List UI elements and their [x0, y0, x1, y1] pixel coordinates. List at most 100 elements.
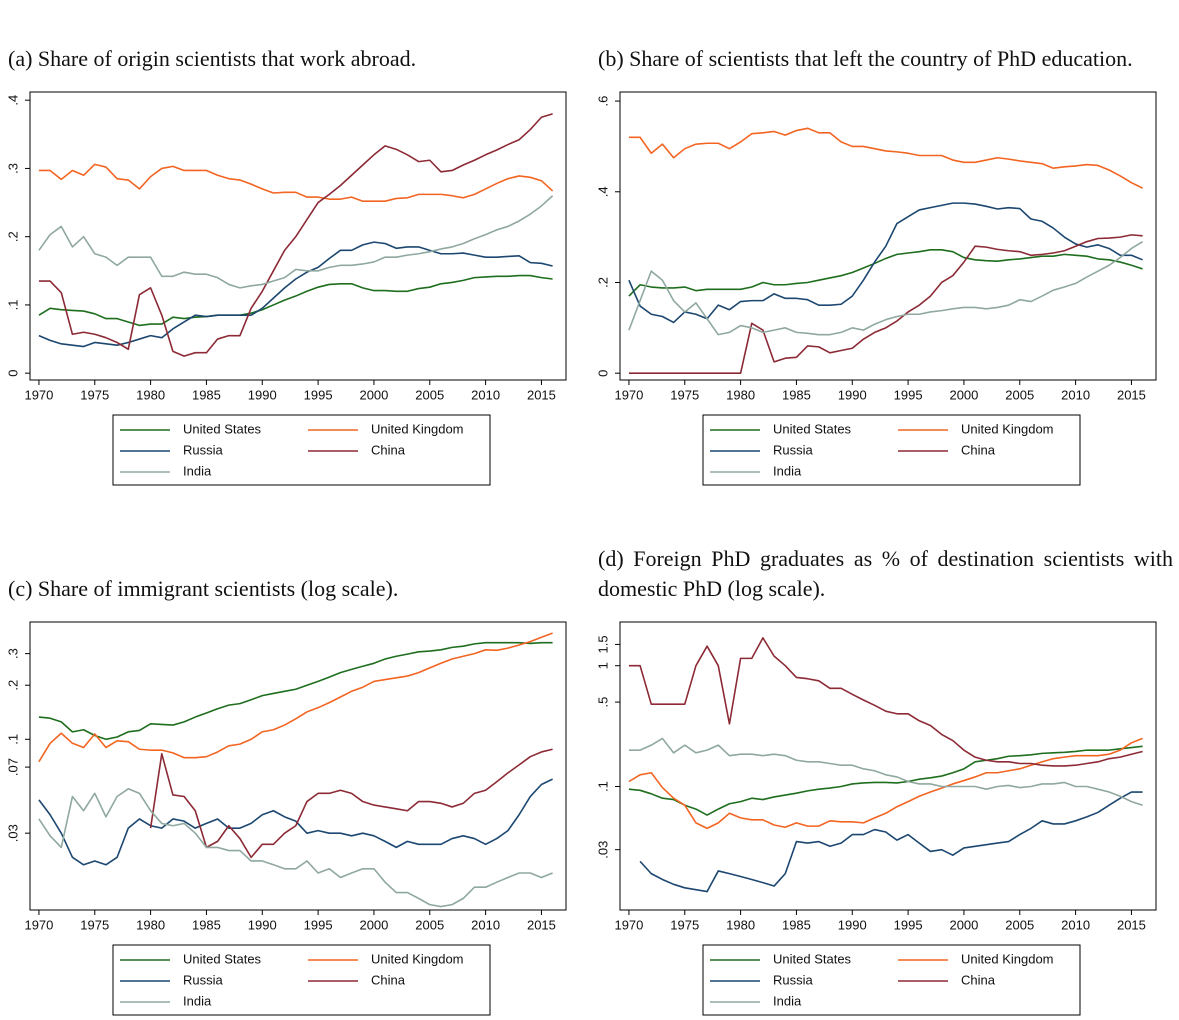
y-tick-label: 1.5 [595, 635, 610, 653]
series-line [628, 249, 1143, 297]
legend-label: India [773, 993, 802, 1008]
legend-label: India [183, 463, 212, 478]
series-line [639, 791, 1143, 893]
legend-label: China [371, 442, 406, 457]
x-tick-label: 2010 [1061, 917, 1090, 932]
x-tick-label: 2000 [949, 387, 978, 402]
x-tick-label: 1970 [614, 387, 643, 402]
x-tick-label: 1995 [894, 387, 923, 402]
series-line [628, 234, 1143, 374]
y-tick-label: .03 [5, 824, 20, 842]
legend-label: India [183, 993, 212, 1008]
series-line [38, 113, 553, 357]
x-tick-label: 2005 [1005, 387, 1034, 402]
x-tick-label: 2005 [415, 917, 444, 932]
legend-label: United Kingdom [371, 421, 464, 436]
legend-label: India [773, 463, 802, 478]
caption-text: (d) Foreign PhD graduates as % of destin… [598, 546, 1173, 601]
x-tick-label: 1975 [80, 917, 109, 932]
legend-label: United States [183, 421, 262, 436]
x-tick-label: 2005 [415, 387, 444, 402]
series-line [38, 787, 553, 908]
x-tick-label: 2015 [1117, 387, 1146, 402]
legend-label: United Kingdom [371, 951, 464, 966]
legend-label: Russia [773, 972, 814, 987]
y-tick-label: 0 [5, 370, 20, 377]
y-tick-label: 1 [595, 662, 610, 669]
x-tick-label: 1990 [838, 917, 867, 932]
series-line [628, 745, 1143, 816]
plot-frame [29, 621, 567, 911]
x-tick-label: 1970 [614, 917, 643, 932]
y-tick-label: 0 [595, 370, 610, 377]
x-tick-label: 1970 [24, 387, 53, 402]
legend-label: United States [773, 421, 852, 436]
x-tick-label: 1990 [838, 387, 867, 402]
caption-text: (c) Share of immigrant scientists (log s… [8, 576, 399, 601]
y-tick-label: .3 [5, 163, 20, 174]
y-tick-label: .2 [5, 231, 20, 242]
x-tick-label: 1990 [248, 917, 277, 932]
series-line [628, 127, 1143, 189]
plot-frame [29, 91, 567, 381]
y-tick-label: .03 [595, 841, 610, 859]
y-tick-label: .4 [595, 186, 610, 197]
x-tick-label: 2010 [471, 387, 500, 402]
caption: (c) Share of immigrant scientists (log s… [8, 510, 583, 604]
legend-label: United Kingdom [961, 421, 1054, 436]
series-line [38, 632, 553, 763]
series-line [38, 778, 553, 866]
x-tick-label: 1995 [894, 917, 923, 932]
y-tick-label: .2 [5, 680, 20, 691]
legend-label: Russia [773, 442, 814, 457]
legend-label: United States [183, 951, 262, 966]
chart: 0 .2 .4 .6 1970 1975 1980 1985 1990 1995 2000 2005 2… [595, 91, 1157, 486]
legend-box [112, 414, 491, 486]
series-line [38, 274, 553, 327]
series-line [38, 163, 554, 202]
x-tick-label: 1980 [136, 917, 165, 932]
x-tick-label: 1985 [782, 387, 811, 402]
y-tick-label: .3 [5, 648, 20, 659]
x-tick-label: 2015 [527, 917, 556, 932]
x-tick-label: 2010 [471, 917, 500, 932]
y-tick-label: .1 [595, 781, 610, 792]
caption-text: (a) Share of origin scientists that work… [8, 46, 417, 71]
caption: (a) Share of origin scientists that work… [8, 0, 583, 74]
x-tick-label: 1985 [192, 387, 221, 402]
series-line [628, 737, 1143, 806]
caption: (d) Foreign PhD graduates as % of destin… [598, 510, 1173, 604]
series-line [628, 637, 1143, 767]
legend-label: China [961, 972, 996, 987]
legend-box [702, 944, 1081, 1016]
y-tick-label: .6 [595, 96, 610, 107]
chart: .03 .07 .1 .2 .3 1970 1975 1980 1985 1990 1995 2000… [5, 621, 567, 1016]
x-tick-label: 2005 [1005, 917, 1034, 932]
y-tick-label: .5 [595, 697, 610, 708]
plot-frame [619, 91, 1157, 381]
series-line [38, 641, 553, 741]
series-line [149, 748, 553, 859]
chart: 0 .1 .2 .3 .4 1970 1975 1980 1985 1990 1995 2000 200… [5, 91, 567, 486]
x-tick-label: 2015 [527, 387, 556, 402]
x-tick-label: 2010 [1061, 387, 1090, 402]
x-tick-label: 1995 [304, 917, 333, 932]
panel: (c) Share of immigrant scientists (log s… [0, 510, 589, 1017]
y-tick-label: .1 [5, 300, 20, 311]
legend-label: China [961, 442, 996, 457]
y-tick-label: .1 [5, 734, 20, 745]
legend-box [112, 944, 491, 1016]
legend-label: United States [773, 951, 852, 966]
series-line [38, 241, 553, 348]
chart: .03 .1 .5 1 1.5 1970 1975 1980 1985 1990 1995 2000 2… [595, 621, 1157, 1016]
panel: (b) Share of scientists that left the co… [590, 0, 1179, 487]
caption: (b) Share of scientists that left the co… [598, 0, 1173, 74]
caption-text: (b) Share of scientists that left the co… [598, 46, 1133, 71]
series-line [38, 195, 554, 289]
legend-label: China [371, 972, 406, 987]
x-tick-label: 1980 [726, 387, 755, 402]
legend-box [702, 414, 1081, 486]
x-tick-label: 1985 [192, 917, 221, 932]
x-tick-label: 1990 [248, 387, 277, 402]
legend-label: United Kingdom [961, 951, 1054, 966]
